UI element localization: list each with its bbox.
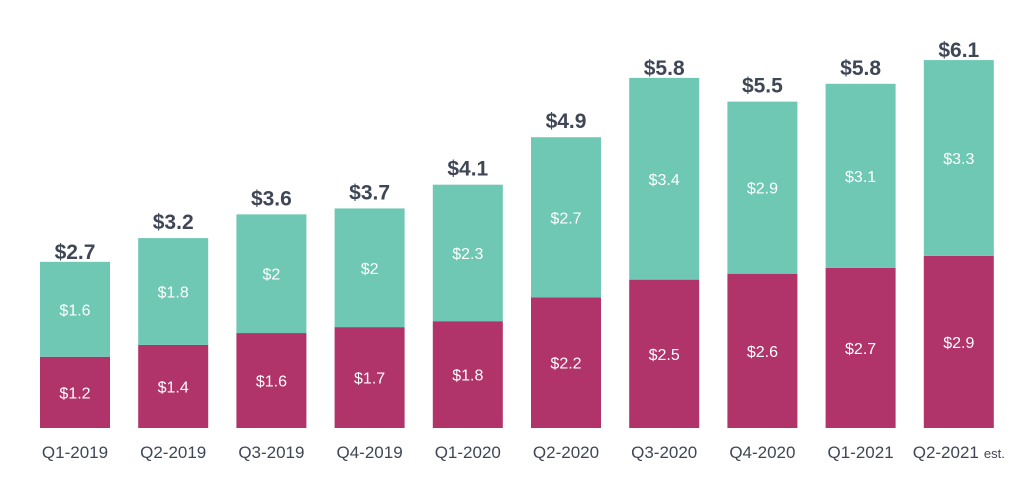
x-tick-label-text: Q1-2021: [828, 443, 894, 462]
x-tick-label-text: Q4-2020: [729, 443, 795, 462]
total-value-label: $2.7: [55, 241, 96, 264]
bar-segment: [923, 255, 994, 428]
bar-segment: [138, 238, 209, 345]
bar-segment: [629, 279, 700, 428]
segment-value-label: $2.2: [550, 356, 581, 373]
segment-value-label: $1.8: [452, 368, 483, 385]
x-tick-label: Q1-2020: [435, 443, 501, 462]
segment-value-label: $1.4: [158, 379, 189, 396]
total-value-label: $5.5: [742, 75, 783, 98]
segment-value-label: $2.9: [943, 335, 974, 352]
total-value-label: $6.1: [938, 39, 979, 62]
x-tick-label-text: Q2-2021: [913, 443, 979, 462]
x-tick-label: Q2-2020: [533, 443, 599, 462]
segment-value-label: $2.6: [747, 344, 778, 361]
x-tick-label-text: Q1-2019: [42, 443, 108, 462]
bar-segment: [825, 83, 896, 268]
bar-segment: [334, 327, 405, 428]
total-value-label: $5.8: [840, 57, 881, 80]
x-tick-label: Q3-2020: [631, 443, 697, 462]
segment-value-label: $2.7: [845, 341, 876, 358]
bar-segment: [236, 214, 307, 334]
total-value-label: $3.6: [251, 187, 292, 210]
bar-segment: [40, 356, 110, 428]
x-tick-label: Q2-2019: [140, 443, 206, 462]
bar-segment: [825, 267, 896, 428]
x-tick-label-text: Q2-2020: [533, 443, 599, 462]
bar-segment: [40, 261, 110, 357]
segment-value-label: $1.2: [59, 385, 90, 402]
x-tick-label-text: Q3-2020: [631, 443, 697, 462]
segment-value-label: $1.7: [354, 371, 385, 388]
segment-value-label: $3.3: [943, 151, 974, 168]
bar-segment: [432, 184, 503, 322]
bar-segment: [727, 273, 798, 428]
bar-segment: [629, 77, 700, 280]
bar-segment: [138, 344, 209, 428]
x-tick-label: Q2-2021 est.: [913, 443, 1005, 462]
total-value-label: $5.8: [644, 57, 685, 80]
x-tick-label-text: Q4-2019: [337, 443, 403, 462]
x-tick-label: Q1-2019: [42, 443, 108, 462]
x-tick-label-suffix: est.: [984, 446, 1005, 461]
segment-value-label: $2.3: [452, 246, 483, 263]
x-tick-label-text: Q3-2019: [238, 443, 304, 462]
segment-value-label: $2.5: [649, 347, 680, 364]
segment-value-label: $1.6: [256, 374, 287, 391]
segment-value-label: $2.9: [747, 181, 778, 198]
bar-segment: [923, 60, 994, 256]
bar-segment: [236, 333, 307, 428]
x-tick-label: Q4-2019: [337, 443, 403, 462]
segment-value-label: $3.1: [845, 169, 876, 186]
bar-segment: [531, 297, 601, 428]
x-tick-label-text: Q2-2019: [140, 443, 206, 462]
segment-value-label: $1.6: [59, 302, 90, 319]
x-tick-label: Q4-2020: [729, 443, 795, 462]
x-tick-label: Q1-2021: [828, 443, 894, 462]
total-value-label: $3.7: [349, 181, 390, 204]
segment-value-label: $2: [361, 261, 379, 278]
segment-value-label: $2: [263, 267, 281, 284]
segment-value-label: $2.7: [550, 210, 581, 227]
segment-value-label: $3.4: [649, 172, 680, 189]
total-value-label: $4.9: [546, 110, 587, 133]
bar-segment: [531, 137, 601, 298]
total-value-label: $4.1: [447, 158, 488, 181]
x-tick-label: Q3-2019: [238, 443, 304, 462]
bar-segment: [334, 208, 405, 328]
total-value-label: $3.2: [153, 211, 194, 234]
bar-segment: [727, 101, 798, 274]
bar-segment: [432, 321, 503, 428]
x-tick-label-text: Q1-2020: [435, 443, 501, 462]
segment-value-label: $1.8: [158, 285, 189, 302]
